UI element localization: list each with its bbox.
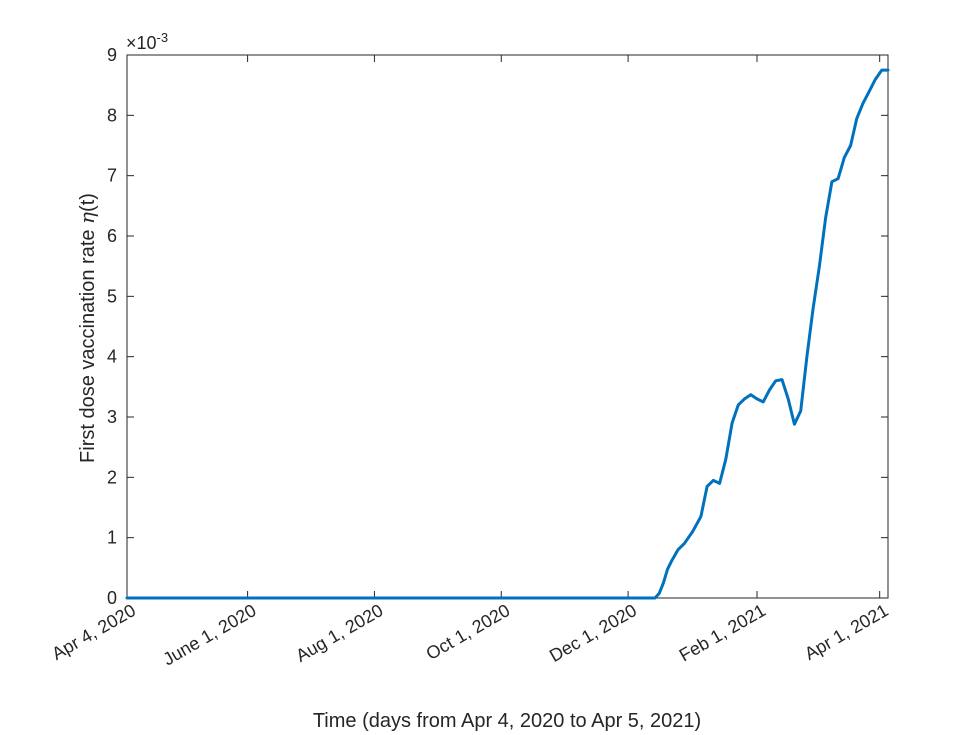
y-axis-label: First dose vaccination rate η(t) [75,193,99,463]
y-axis-label-prefix: First dose vaccination rate [77,224,99,463]
y-tick-label: 4 [107,347,117,367]
y-tick-label: 6 [107,226,117,246]
y-tick-label: 3 [107,407,117,427]
y-tick-label: 7 [107,166,117,186]
y-tick-label: 2 [107,467,117,487]
y-exponent-label: ×10-3 [126,30,168,53]
y-exponent-base: ×10 [126,33,157,53]
series-line [125,68,890,600]
y-tick-label: 5 [107,286,117,306]
y-tick-label: 8 [107,105,117,125]
y-tick-label: 1 [107,528,117,548]
y-axis-label-suffix: (t) [77,193,99,212]
y-exponent-power: -3 [157,30,169,45]
x-axis-label: Time (days from Apr 4, 2020 to Apr 5, 20… [313,710,701,732]
y-tick-label: 9 [107,45,117,65]
y-tick-label: 0 [107,588,117,608]
y-axis-label-symbol: η [75,212,99,224]
